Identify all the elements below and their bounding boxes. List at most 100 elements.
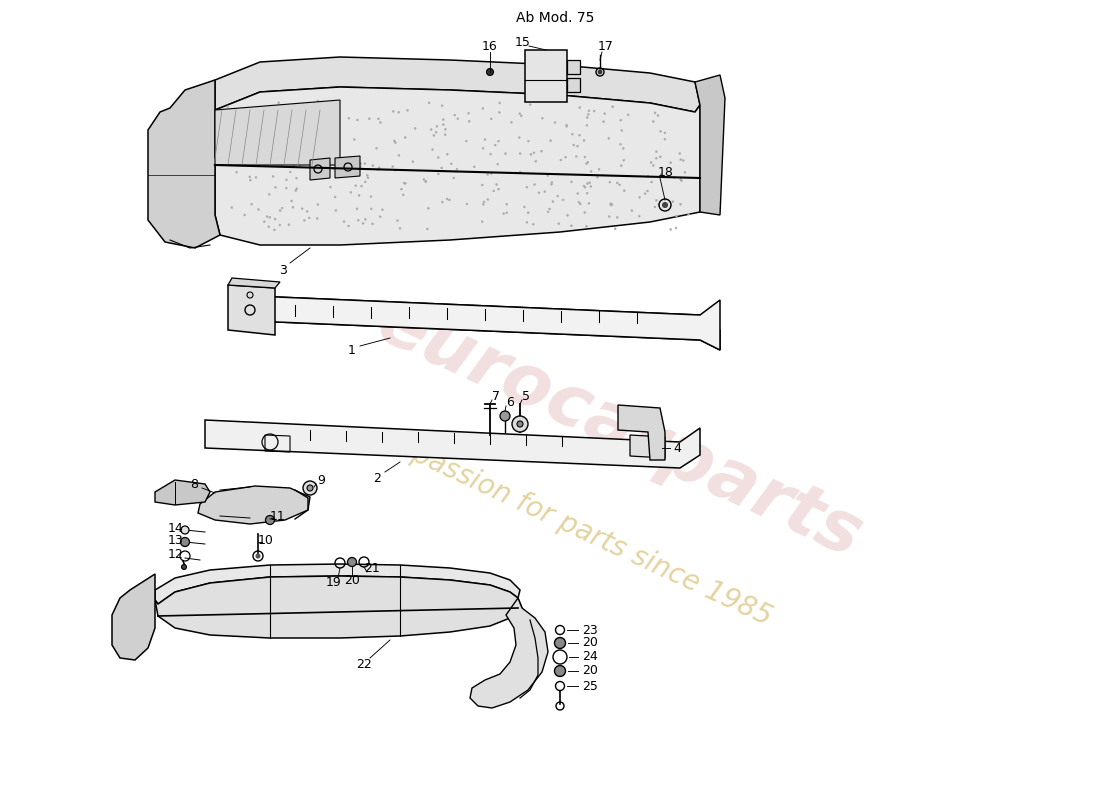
Circle shape	[246, 147, 249, 150]
Circle shape	[288, 224, 290, 226]
Polygon shape	[566, 60, 580, 74]
Circle shape	[620, 165, 623, 166]
Circle shape	[631, 210, 632, 212]
Text: 18: 18	[658, 166, 674, 179]
Circle shape	[505, 153, 506, 154]
Circle shape	[586, 192, 589, 194]
Circle shape	[266, 216, 268, 218]
Circle shape	[538, 192, 540, 194]
Circle shape	[330, 186, 331, 188]
Text: 20: 20	[344, 574, 360, 586]
Circle shape	[358, 219, 360, 222]
Circle shape	[496, 183, 497, 186]
Circle shape	[557, 195, 559, 197]
Circle shape	[482, 203, 484, 206]
Circle shape	[425, 180, 427, 182]
Circle shape	[491, 118, 492, 120]
Circle shape	[519, 113, 520, 114]
Text: a passion for parts since 1985: a passion for parts since 1985	[384, 429, 777, 631]
Circle shape	[424, 178, 425, 181]
Circle shape	[250, 179, 251, 181]
Circle shape	[348, 117, 350, 119]
Circle shape	[282, 165, 284, 166]
Circle shape	[547, 211, 549, 213]
Circle shape	[534, 183, 536, 186]
Circle shape	[278, 110, 280, 113]
Circle shape	[280, 165, 283, 167]
Circle shape	[362, 222, 364, 224]
Circle shape	[543, 190, 546, 193]
Circle shape	[442, 124, 444, 126]
Circle shape	[444, 134, 447, 136]
Circle shape	[486, 69, 494, 75]
Circle shape	[230, 158, 232, 160]
Circle shape	[334, 196, 336, 198]
Circle shape	[604, 113, 606, 114]
Circle shape	[267, 226, 270, 228]
Circle shape	[379, 122, 382, 123]
Circle shape	[517, 421, 522, 427]
Circle shape	[576, 193, 579, 194]
Circle shape	[317, 203, 319, 206]
Polygon shape	[310, 158, 330, 180]
Circle shape	[664, 138, 666, 140]
Circle shape	[279, 117, 282, 118]
Circle shape	[299, 164, 301, 166]
Circle shape	[540, 150, 542, 152]
Circle shape	[586, 117, 589, 118]
Circle shape	[588, 182, 591, 184]
Text: 11: 11	[271, 510, 286, 522]
Circle shape	[530, 154, 532, 155]
Circle shape	[433, 134, 435, 136]
Text: 21: 21	[364, 562, 380, 574]
Circle shape	[300, 105, 302, 107]
Circle shape	[498, 111, 500, 114]
Circle shape	[455, 168, 458, 170]
Polygon shape	[205, 420, 700, 468]
Circle shape	[296, 188, 298, 190]
Circle shape	[585, 226, 587, 227]
Circle shape	[274, 229, 275, 231]
Circle shape	[393, 110, 394, 112]
Circle shape	[610, 204, 613, 206]
Circle shape	[289, 114, 292, 116]
Circle shape	[289, 154, 292, 155]
Circle shape	[498, 102, 500, 104]
Circle shape	[670, 162, 672, 164]
Circle shape	[680, 203, 682, 206]
Circle shape	[554, 122, 556, 123]
Circle shape	[379, 216, 381, 218]
Circle shape	[681, 180, 682, 182]
Text: 10: 10	[258, 534, 274, 546]
Circle shape	[395, 169, 396, 171]
Circle shape	[510, 122, 513, 123]
Polygon shape	[198, 486, 310, 524]
Circle shape	[519, 153, 521, 154]
Circle shape	[263, 221, 265, 222]
Circle shape	[506, 203, 508, 205]
Circle shape	[249, 176, 251, 178]
Circle shape	[411, 161, 414, 162]
Text: 3: 3	[279, 263, 287, 277]
Circle shape	[627, 114, 629, 116]
Circle shape	[441, 167, 442, 169]
Circle shape	[449, 199, 450, 201]
Circle shape	[308, 217, 310, 219]
Circle shape	[447, 153, 448, 155]
Circle shape	[356, 208, 358, 210]
Circle shape	[395, 142, 396, 143]
Circle shape	[250, 122, 252, 124]
Circle shape	[444, 128, 447, 130]
Circle shape	[529, 104, 531, 106]
Circle shape	[279, 210, 282, 211]
Polygon shape	[566, 78, 580, 92]
Circle shape	[182, 526, 189, 534]
Circle shape	[244, 122, 246, 125]
Circle shape	[367, 177, 369, 179]
Circle shape	[578, 201, 580, 203]
Circle shape	[372, 165, 374, 166]
Circle shape	[644, 193, 646, 194]
Circle shape	[436, 126, 438, 127]
Circle shape	[400, 188, 403, 190]
Circle shape	[403, 194, 404, 196]
